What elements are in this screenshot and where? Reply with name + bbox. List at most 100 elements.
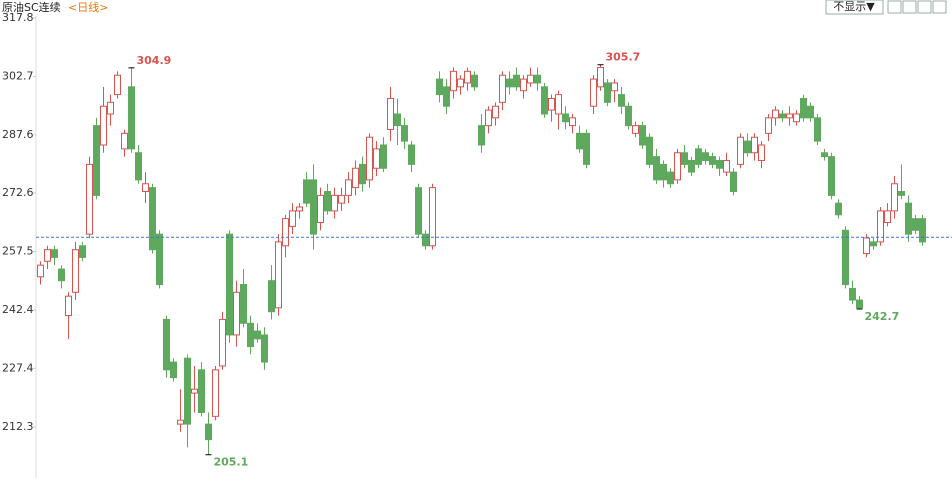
candle-body bbox=[723, 159, 730, 173]
y-tick-label: 227.4 bbox=[2, 361, 34, 374]
candle-body bbox=[478, 125, 485, 146]
candle-body bbox=[688, 159, 695, 173]
candle-body bbox=[86, 163, 93, 235]
candle-body bbox=[72, 249, 79, 293]
candle-body bbox=[485, 109, 492, 127]
candle-body bbox=[730, 171, 737, 193]
tool-button[interactable] bbox=[902, 0, 917, 14]
candle-body bbox=[779, 113, 786, 119]
candle-body bbox=[702, 152, 709, 161]
candle-body bbox=[324, 191, 331, 212]
candle-body bbox=[268, 280, 275, 313]
candle-body bbox=[646, 136, 653, 165]
candle-body bbox=[100, 105, 107, 146]
candle-body bbox=[548, 97, 555, 111]
candle-body bbox=[128, 86, 135, 150]
y-tick-label: 257.5 bbox=[2, 245, 34, 258]
y-tick-label: 212.3 bbox=[2, 420, 34, 433]
candle-body bbox=[681, 152, 688, 165]
candle-body bbox=[625, 105, 632, 127]
candle-body bbox=[835, 202, 842, 216]
candle-body bbox=[450, 70, 457, 92]
candle-body bbox=[576, 132, 583, 150]
candle-body bbox=[163, 318, 170, 371]
candle-body bbox=[499, 74, 506, 103]
candle-body bbox=[765, 117, 772, 134]
candle-body bbox=[541, 86, 548, 115]
toggle-button[interactable] bbox=[825, 0, 884, 15]
candle-body bbox=[828, 156, 835, 196]
tool-button[interactable] bbox=[887, 0, 902, 14]
candle-body bbox=[261, 334, 268, 363]
tool-button[interactable] bbox=[917, 0, 932, 14]
tool-button[interactable] bbox=[932, 0, 947, 14]
candle-body bbox=[345, 179, 352, 196]
candle-body bbox=[135, 152, 142, 181]
candle-body bbox=[758, 144, 765, 161]
candle-body bbox=[884, 210, 891, 224]
candle-body bbox=[562, 113, 569, 123]
candle-body bbox=[744, 140, 751, 154]
candle-body bbox=[814, 117, 821, 142]
candle-body bbox=[807, 105, 814, 119]
candle-body bbox=[464, 70, 471, 84]
candle-body bbox=[65, 295, 72, 317]
y-tick-label: 287.6 bbox=[2, 128, 34, 141]
candle-body bbox=[317, 194, 324, 224]
candle-body bbox=[226, 233, 233, 336]
toolbar bbox=[887, 0, 947, 14]
candle-body bbox=[555, 94, 562, 115]
candle-body bbox=[114, 74, 121, 96]
candle-body bbox=[107, 101, 114, 115]
candle-body bbox=[604, 82, 611, 103]
candle-body bbox=[457, 78, 464, 88]
candle-body bbox=[44, 249, 51, 262]
candle-body bbox=[709, 156, 716, 165]
candle-body bbox=[142, 183, 149, 193]
period-link[interactable]: <日线> bbox=[68, 0, 108, 14]
candle-body bbox=[121, 132, 128, 150]
candle-body bbox=[198, 369, 205, 413]
candle-body bbox=[618, 94, 625, 107]
candle-body bbox=[590, 78, 597, 107]
candle-body bbox=[905, 202, 912, 235]
candle-body bbox=[303, 179, 310, 204]
candle-body bbox=[79, 245, 86, 258]
candle-body bbox=[149, 187, 156, 251]
candle-body bbox=[415, 187, 422, 235]
candle-body bbox=[821, 152, 828, 158]
candle-body bbox=[429, 187, 436, 247]
candle-body bbox=[919, 218, 926, 243]
candle-body bbox=[870, 241, 877, 247]
candle-body bbox=[800, 97, 807, 119]
candle-body bbox=[849, 287, 856, 301]
candle-body bbox=[534, 74, 541, 84]
candle-body bbox=[219, 318, 226, 367]
candle-body bbox=[856, 299, 863, 309]
candle-body bbox=[737, 136, 744, 165]
candle-body bbox=[653, 156, 660, 181]
y-tick-label: 272.6 bbox=[2, 186, 34, 199]
candle-body bbox=[695, 148, 702, 165]
candle-body bbox=[716, 159, 723, 169]
candle-body bbox=[247, 322, 254, 348]
candle-body bbox=[212, 369, 219, 417]
candle-body bbox=[156, 233, 163, 286]
candle-body bbox=[275, 241, 282, 309]
y-tick-label: 242.4 bbox=[2, 303, 34, 316]
candle-body bbox=[359, 163, 366, 185]
candle-body bbox=[527, 74, 534, 84]
candle-body bbox=[471, 74, 478, 88]
candle-body bbox=[310, 179, 317, 235]
extreme-label: 242.7 bbox=[865, 310, 900, 323]
candle-body bbox=[912, 218, 919, 231]
candle-body bbox=[639, 125, 646, 146]
toggle-button-label[interactable]: 不显示▼ bbox=[833, 0, 875, 13]
candle-body bbox=[191, 388, 198, 394]
candle-body bbox=[597, 66, 604, 88]
candle-body bbox=[184, 357, 191, 425]
candle-body bbox=[443, 86, 450, 107]
candle-body bbox=[177, 419, 184, 425]
